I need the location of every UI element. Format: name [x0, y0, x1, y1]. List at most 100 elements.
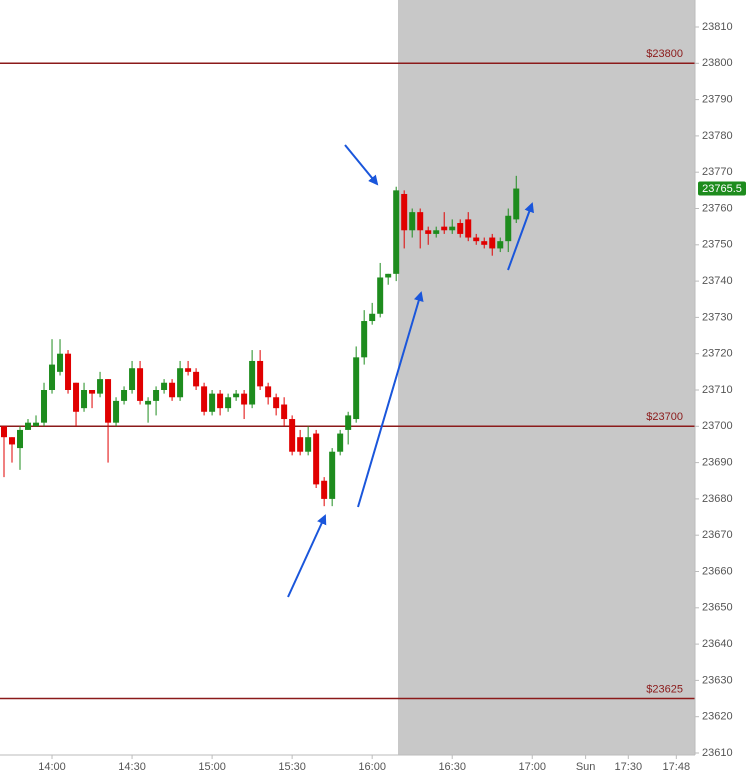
y-tick-label: 23780 — [702, 130, 733, 142]
candle-body — [161, 382, 168, 390]
candle-body — [345, 415, 352, 430]
candle-body — [337, 433, 344, 452]
y-tick-label: 23680 — [702, 493, 733, 505]
candle-body — [489, 237, 496, 249]
candle-body — [321, 480, 328, 499]
candle-body — [33, 422, 40, 427]
session-shade — [398, 0, 695, 755]
price-level-label: $23800 — [646, 48, 683, 60]
candle-body — [217, 393, 224, 409]
candle-body — [361, 321, 368, 358]
arrow — [344, 144, 379, 186]
y-tick-label: 23610 — [702, 747, 733, 759]
candle-body — [281, 404, 288, 420]
candle-body — [417, 212, 424, 231]
candle-body — [209, 393, 216, 412]
candle-body — [305, 437, 312, 452]
x-tick-label: Sun — [576, 761, 596, 773]
candle-body — [105, 379, 112, 423]
candle-body — [81, 390, 88, 409]
candle-body — [449, 226, 456, 231]
candle-body — [113, 400, 120, 423]
candle-body — [273, 397, 280, 409]
price-level-label: $23625 — [646, 683, 683, 695]
x-tick-label: 14:00 — [38, 761, 66, 773]
candle-body — [465, 219, 472, 238]
x-tick-label: 15:30 — [278, 761, 306, 773]
x-tick-label: 15:00 — [198, 761, 226, 773]
candle-body — [369, 313, 376, 322]
candle-body — [241, 393, 248, 405]
candle-body — [289, 419, 296, 452]
y-tick-label: 23750 — [702, 239, 733, 251]
candle-body — [25, 422, 32, 430]
candle-body — [393, 190, 400, 274]
y-tick-label: 23810 — [702, 21, 733, 33]
candle-body — [185, 368, 192, 372]
y-tick-label: 23670 — [702, 529, 733, 541]
candle-body — [41, 390, 48, 423]
candle-body — [225, 397, 232, 409]
candle-body — [65, 353, 72, 390]
x-tick-label: 14:30 — [118, 761, 146, 773]
candle-body — [257, 360, 264, 387]
candle-body — [169, 382, 176, 398]
last-price-tag — [698, 181, 746, 196]
x-tick-label: 16:00 — [358, 761, 386, 773]
candle-body — [177, 368, 184, 398]
candle-body — [193, 371, 200, 387]
y-tick-label: 23710 — [702, 384, 733, 396]
candle-body — [201, 386, 208, 412]
candle-body — [121, 390, 128, 401]
candle-body — [329, 451, 336, 499]
candle-body — [353, 357, 360, 420]
y-tick-label: 23730 — [702, 311, 733, 323]
candle-body — [505, 215, 512, 242]
x-tick-label: 17:00 — [518, 761, 546, 773]
candle-body — [129, 368, 136, 390]
candle-body — [233, 393, 240, 398]
arrow — [357, 291, 424, 508]
candle-body — [249, 360, 256, 405]
y-tick-label: 23790 — [702, 94, 733, 106]
candle-body — [97, 379, 104, 394]
arrow — [287, 514, 327, 598]
arrow — [507, 202, 534, 271]
candle-body — [377, 277, 384, 314]
candle-body — [513, 188, 520, 220]
candle-body — [89, 390, 96, 394]
candle-body — [265, 386, 272, 398]
y-tick-label: 23770 — [702, 166, 733, 178]
candle-body — [385, 273, 392, 278]
candle-body — [73, 382, 80, 412]
candle-body — [481, 241, 488, 245]
candle-body — [49, 364, 56, 390]
candle-body — [497, 241, 504, 249]
x-tick-label: 17:48 — [663, 761, 691, 773]
candle-body — [441, 226, 448, 231]
y-tick-label: 23740 — [702, 275, 733, 287]
y-tick-label: 23720 — [702, 348, 733, 360]
candle-body — [57, 353, 64, 372]
y-tick-label: 23690 — [702, 457, 733, 469]
y-tick-label: 23800 — [702, 57, 733, 69]
y-tick-label: 23700 — [702, 420, 733, 432]
candle-body — [313, 433, 320, 485]
annotation-arrows — [287, 144, 534, 598]
last-price-label: 23765.5 — [702, 183, 742, 195]
candle-body — [137, 368, 144, 401]
candle-body — [401, 193, 408, 231]
candle-body — [473, 237, 480, 242]
candle-body — [433, 230, 440, 234]
candle-body — [153, 390, 160, 401]
y-tick-label: 23640 — [702, 638, 733, 650]
candle-body — [1, 426, 8, 438]
x-tick-label: 17:30 — [615, 761, 643, 773]
y-tick-label: 23660 — [702, 565, 733, 577]
candle-body — [457, 223, 464, 234]
y-tick-label: 23650 — [702, 602, 733, 614]
price-level-label: $23700 — [646, 411, 683, 423]
candle-body — [9, 437, 16, 445]
x-tick-label: 16:30 — [438, 761, 466, 773]
